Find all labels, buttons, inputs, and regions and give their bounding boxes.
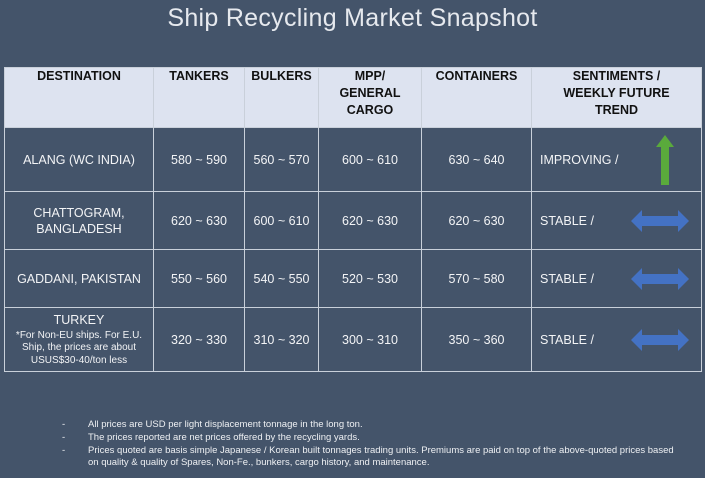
table-row: CHATTOGRAM, BANGLADESH 620 ~ 630 600 ~ 6… bbox=[4, 191, 702, 250]
cell-bulkers: 310 ~ 320 bbox=[244, 307, 319, 372]
header-sentiment: SENTIMENTS / WEEKLY FUTURE TREND bbox=[531, 67, 702, 128]
header-bulkers: BULKERS bbox=[244, 67, 319, 128]
cell-sentiment: STABLE / bbox=[531, 191, 702, 250]
footnotes-list: All prices are USD per light displacemen… bbox=[62, 419, 678, 470]
destination-note: *For Non-EU ships. For E.U. Ship, the pr… bbox=[15, 329, 143, 366]
cell-tankers: 320 ~ 330 bbox=[153, 307, 245, 372]
table-row: ALANG (WC INDIA) 580 ~ 590 560 ~ 570 600… bbox=[4, 127, 702, 192]
sentiment-label: STABLE / bbox=[540, 213, 594, 228]
header-destination: DESTINATION bbox=[4, 67, 154, 128]
cell-destination: CHATTOGRAM, BANGLADESH bbox=[4, 191, 154, 250]
destination-name: TURKEY bbox=[53, 312, 105, 327]
table-row: TURKEY *For Non-EU ships. For E.U. Ship,… bbox=[4, 307, 702, 372]
cell-mpp: 520 ~ 530 bbox=[318, 249, 422, 308]
cell-bulkers: 540 ~ 550 bbox=[244, 249, 319, 308]
footnote-item: All prices are USD per light displacemen… bbox=[62, 419, 678, 432]
sentiment-label: STABLE / bbox=[540, 332, 594, 347]
arrow-left-right-icon bbox=[631, 209, 689, 232]
arrow-left-right-icon bbox=[631, 267, 689, 290]
cell-bulkers: 600 ~ 610 bbox=[244, 191, 319, 250]
cell-destination: TURKEY *For Non-EU ships. For E.U. Ship,… bbox=[4, 307, 154, 372]
cell-tankers: 580 ~ 590 bbox=[153, 127, 245, 192]
page-title: Ship Recycling Market Snapshot bbox=[167, 4, 538, 32]
sentiment-label: STABLE / bbox=[540, 271, 594, 286]
cell-sentiment: STABLE / bbox=[531, 249, 702, 308]
footnote-item: Prices quoted are basis simple Japanese … bbox=[62, 445, 678, 471]
table-row: GADDANI, PAKISTAN 550 ~ 560 540 ~ 550 52… bbox=[4, 249, 702, 308]
cell-mpp: 300 ~ 310 bbox=[318, 307, 422, 372]
cell-sentiment: STABLE / bbox=[531, 307, 702, 372]
footnote-item: The prices reported are net prices offer… bbox=[62, 432, 678, 445]
cell-mpp: 600 ~ 610 bbox=[318, 127, 422, 192]
cell-destination: GADDANI, PAKISTAN bbox=[4, 249, 154, 308]
header-row: DESTINATION TANKERS BULKERS MPP/ GENERAL… bbox=[4, 67, 702, 128]
cell-sentiment: IMPROVING / bbox=[531, 127, 702, 192]
arrow-up-icon bbox=[656, 134, 674, 185]
cell-containers: 350 ~ 360 bbox=[421, 307, 532, 372]
arrow-left-right-icon bbox=[631, 328, 689, 351]
cell-destination: ALANG (WC INDIA) bbox=[4, 127, 154, 192]
cell-containers: 630 ~ 640 bbox=[421, 127, 532, 192]
header-tankers: TANKERS bbox=[153, 67, 245, 128]
header-containers: CONTAINERS bbox=[421, 67, 532, 128]
cell-containers: 620 ~ 630 bbox=[421, 191, 532, 250]
header-mpp: MPP/ GENERAL CARGO bbox=[318, 67, 422, 128]
sentiment-label: IMPROVING / bbox=[540, 152, 619, 167]
cell-mpp: 620 ~ 630 bbox=[318, 191, 422, 250]
cell-tankers: 620 ~ 630 bbox=[153, 191, 245, 250]
market-table: DESTINATION TANKERS BULKERS MPP/ GENERAL… bbox=[4, 67, 702, 372]
cell-tankers: 550 ~ 560 bbox=[153, 249, 245, 308]
cell-containers: 570 ~ 580 bbox=[421, 249, 532, 308]
cell-bulkers: 560 ~ 570 bbox=[244, 127, 319, 192]
